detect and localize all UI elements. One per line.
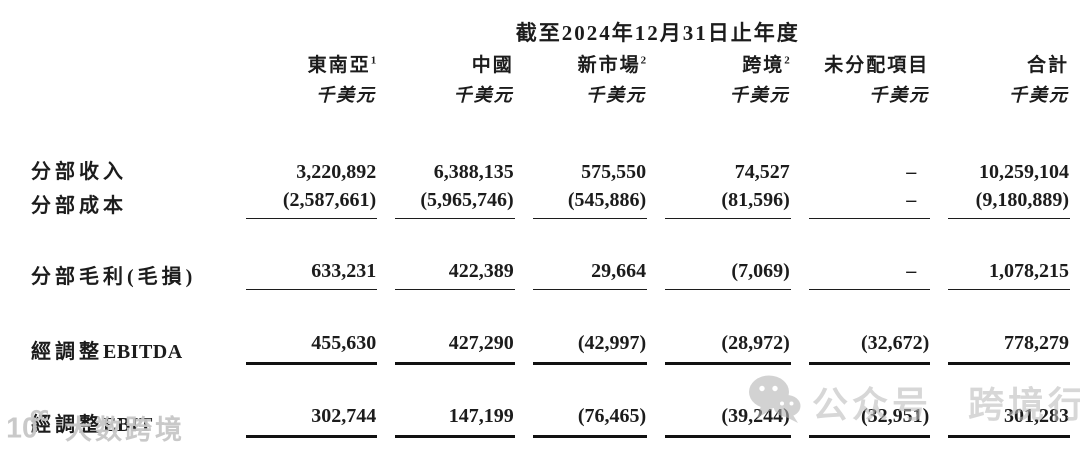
cell-cost-cross-border: (81,596)	[665, 185, 791, 219]
footnote-marker: 2	[784, 54, 790, 67]
cell-gross-cross-border: (7,069)	[665, 256, 791, 290]
unit-label: 千美元	[729, 85, 790, 105]
col-header-new-markets: 新市場2	[577, 54, 647, 76]
cell-cost-southeast-asia: (2,587,661)	[245, 185, 378, 219]
col-header-unallocated: 未分配項目	[824, 55, 930, 76]
cell-revenue-southeast-asia: 3,220,892	[296, 161, 377, 183]
cell-gross-new-markets: 29,664	[532, 256, 648, 290]
watermark-right-text-2: 跨境行研	[968, 383, 1080, 425]
cell-ebitda-southeast-asia: 455,630	[245, 328, 378, 365]
row-label-segment-cost: 分部成本	[31, 195, 127, 217]
row-label-adjusted-ebitda: 經調整EBITDA	[31, 341, 183, 363]
unit-label: 千美元	[316, 85, 377, 105]
spacer	[30, 290, 1070, 328]
column-header-row: 東南亞1 中國 新市場2 跨境2 未分配項目 合計	[30, 48, 1070, 78]
col-header-southeast-asia: 東南亞1	[307, 54, 377, 76]
row-label-gross-profit: 分部毛利(毛損)	[31, 266, 197, 288]
spacer	[30, 219, 1070, 256]
cell-ebitda-new-markets: (42,997)	[532, 328, 648, 365]
table-row-adjusted-ebitda: 經調整EBITDA 455,630 427,290 (42,997) (28,9…	[30, 328, 1070, 365]
row-label-adjusted-ebit: 經調整EBIT	[31, 414, 153, 436]
col-header-china: 中國	[471, 55, 514, 76]
row-label-segment-revenue: 分部收入	[31, 161, 127, 183]
period-title: 截至2024年12月31日止年度	[515, 21, 800, 45]
period-title-row: 截至2024年12月31日止年度	[30, 0, 1070, 48]
cell-cost-unallocated: –	[808, 185, 931, 219]
cell-gross-china: 422,389	[395, 256, 515, 290]
unit-row: 千美元 千美元 千美元 千美元 千美元 千美元	[30, 78, 1070, 108]
col-header-cross-border: 跨境2	[742, 54, 790, 76]
dashu-kuajing-logo-icon: 10	[6, 407, 51, 448]
cell-ebit-unallocated: (32,951)	[808, 401, 931, 438]
cell-revenue-total: 10,259,104	[979, 161, 1069, 183]
cell-ebit-cross-border: (39,244)	[665, 401, 791, 438]
cell-revenue-unallocated: –	[906, 161, 917, 183]
wechat-icon	[748, 374, 802, 429]
spacer	[30, 108, 1070, 154]
watermark-dashu-kuajing: 10 大数跨境	[6, 407, 185, 448]
cell-ebit-total: 301,283	[948, 401, 1070, 438]
cell-cost-new-markets: (545,886)	[532, 185, 648, 219]
cell-ebitda-cross-border: (28,972)	[665, 328, 791, 365]
unit-label: 千美元	[869, 85, 930, 105]
footnote-marker: 1	[370, 54, 377, 67]
cell-ebitda-total: 778,279	[948, 328, 1070, 365]
footnote-marker: 2	[640, 54, 647, 67]
cell-revenue-new-markets: 575,550	[581, 161, 647, 183]
unit-label: 千美元	[586, 85, 647, 105]
segment-results-table: 截至2024年12月31日止年度 東南亞1 中國 新市場2 跨境2 未分配項目 …	[12, 0, 1080, 438]
cell-revenue-cross-border: 74,527	[734, 161, 790, 183]
watermark-public-account: 公众号 跨境行研	[748, 374, 1080, 429]
cell-gross-unallocated: –	[808, 256, 931, 290]
cell-ebit-china: 147,199	[395, 401, 515, 438]
table-row-segment-cost: 分部成本 (2,587,661) (5,965,746) (545,886) (…	[30, 185, 1070, 219]
cell-gross-southeast-asia: 633,231	[245, 256, 378, 290]
table-row-adjusted-ebit: 經調整EBIT 302,744 147,199 (76,465) (39,244…	[30, 401, 1070, 438]
watermark-left-text: 大数跨境	[65, 415, 185, 445]
watermark-right-text-1: 公众号	[812, 383, 933, 425]
cell-cost-total: (9,180,889)	[948, 185, 1070, 219]
unit-label: 千美元	[453, 85, 514, 105]
cell-ebitda-unallocated: (32,672)	[808, 328, 931, 365]
cell-revenue-china: 6,388,135	[433, 161, 514, 183]
cell-gross-total: 1,078,215	[948, 256, 1070, 290]
table-row-segment-revenue: 分部收入 3,220,892 6,388,135 575,550 74,527 …	[30, 154, 1070, 185]
cell-ebit-southeast-asia: 302,744	[245, 401, 378, 438]
cell-ebitda-china: 427,290	[395, 328, 515, 365]
table-row-segment-gross-profit: 分部毛利(毛損) 633,231 422,389 29,664 (7,069) …	[30, 256, 1070, 290]
col-header-total: 合計	[1026, 55, 1069, 76]
cell-ebit-new-markets: (76,465)	[532, 401, 648, 438]
cell-cost-china: (5,965,746)	[395, 185, 515, 219]
unit-label: 千美元	[1009, 85, 1069, 105]
